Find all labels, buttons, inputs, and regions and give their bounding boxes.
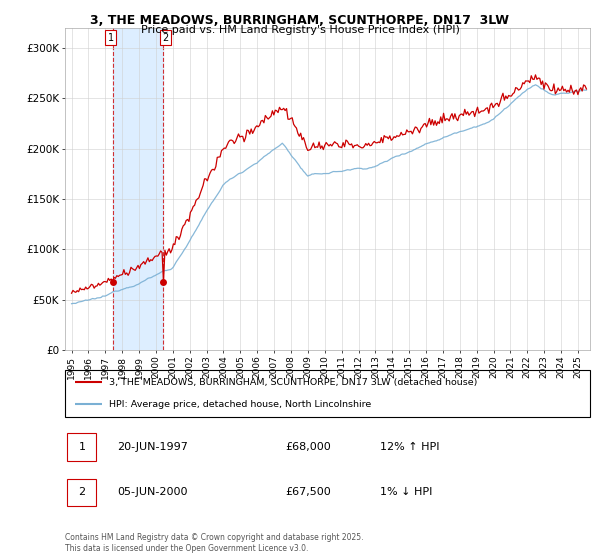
Text: £68,000: £68,000	[286, 442, 331, 452]
Bar	[67, 478, 96, 506]
Text: £67,500: £67,500	[286, 487, 331, 497]
Text: 3, THE MEADOWS, BURRINGHAM, SCUNTHORPE, DN17  3LW: 3, THE MEADOWS, BURRINGHAM, SCUNTHORPE, …	[91, 14, 509, 27]
Text: Price paid vs. HM Land Registry's House Price Index (HPI): Price paid vs. HM Land Registry's House …	[140, 25, 460, 35]
Text: 1% ↓ HPI: 1% ↓ HPI	[380, 487, 432, 497]
Text: HPI: Average price, detached house, North Lincolnshire: HPI: Average price, detached house, Nort…	[109, 400, 371, 409]
Text: 2: 2	[78, 487, 85, 497]
Text: 3, THE MEADOWS, BURRINGHAM, SCUNTHORPE, DN17 3LW (detached house): 3, THE MEADOWS, BURRINGHAM, SCUNTHORPE, …	[109, 378, 478, 387]
Text: 2: 2	[163, 33, 169, 43]
Text: 20-JUN-1997: 20-JUN-1997	[118, 442, 188, 452]
Text: 05-JUN-2000: 05-JUN-2000	[118, 487, 188, 497]
Text: 1: 1	[79, 442, 85, 452]
Text: 1: 1	[107, 33, 114, 43]
Text: Contains HM Land Registry data © Crown copyright and database right 2025.
This d: Contains HM Land Registry data © Crown c…	[65, 533, 364, 553]
Bar	[113, 28, 163, 350]
Text: 12% ↑ HPI: 12% ↑ HPI	[380, 442, 439, 452]
Bar	[67, 433, 96, 461]
